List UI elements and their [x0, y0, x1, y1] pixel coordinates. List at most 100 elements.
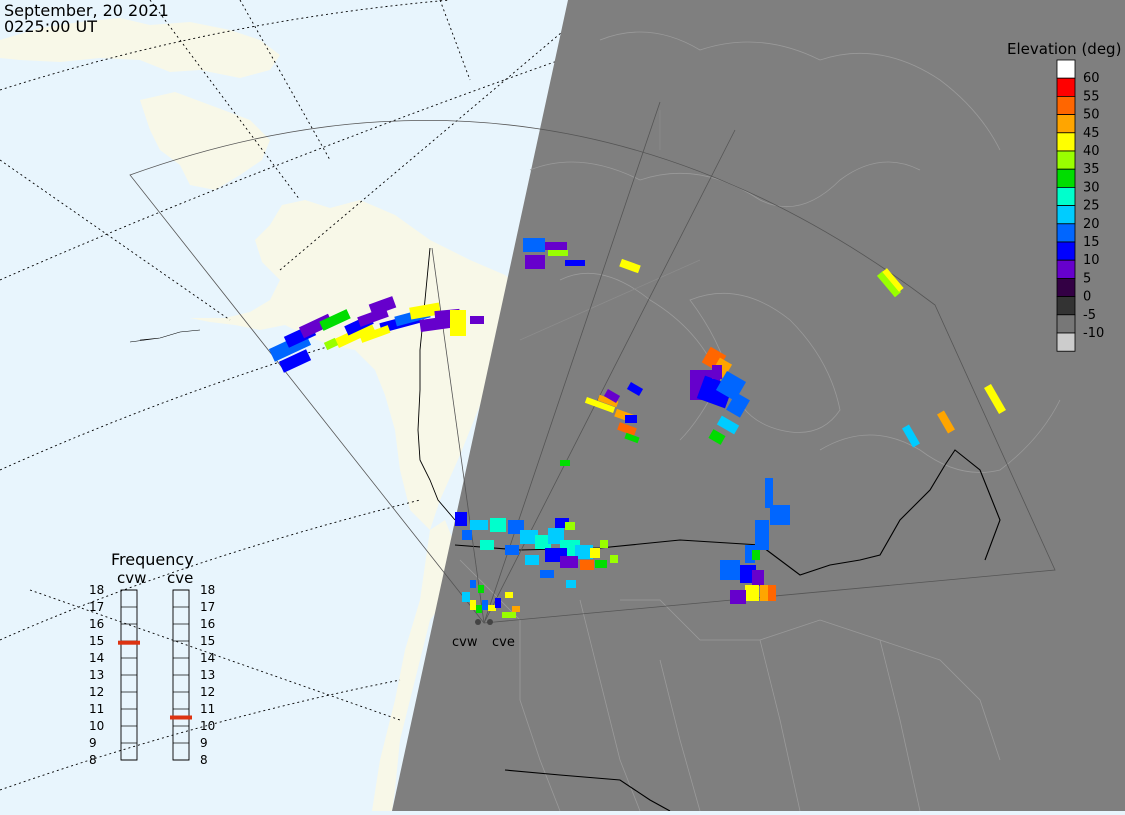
bc-coast [372, 520, 455, 811]
frequency-tick-label: 18 [89, 583, 104, 597]
site-cvw-label: cvw [452, 635, 478, 650]
frequency-tick-label: 17 [89, 600, 104, 614]
alaska [190, 200, 530, 530]
frequency-tick-label: 12 [200, 685, 215, 699]
echo-cell [720, 560, 740, 580]
echo-cell [726, 392, 750, 418]
echo-cell [502, 612, 516, 618]
echo-cell [470, 580, 476, 588]
graticule-night [519, 110, 701, 341]
frequency-tick-label: 8 [200, 753, 208, 767]
echo-cell [359, 325, 391, 343]
legend-label: 25 [1083, 199, 1100, 214]
frequency-marker-cvw [118, 640, 140, 645]
legend-label: -10 [1083, 326, 1104, 341]
radar-sites: cvw cve [452, 619, 515, 650]
echo-cell [937, 410, 955, 434]
site-cve-marker [487, 619, 493, 625]
echo-cell [488, 605, 496, 611]
echo-cell [730, 590, 746, 604]
legend-label: 55 [1083, 89, 1100, 104]
legend-swatch [1056, 277, 1076, 297]
frequency-tick-label: 17 [200, 600, 215, 614]
frequency-tick-label: 16 [89, 617, 104, 631]
legend-label: 30 [1083, 180, 1100, 195]
echo-cell [455, 512, 467, 526]
echo-cell [712, 365, 722, 379]
frequency-tick-label: 14 [200, 651, 215, 665]
echo-cell [580, 560, 594, 570]
echo-cell [555, 518, 569, 528]
frequency-tick-label: 13 [200, 668, 215, 682]
echo-cell [575, 545, 593, 559]
echo-cell [470, 316, 484, 324]
echo-cell [590, 548, 600, 558]
echo-cell [565, 260, 585, 266]
echo-cell [505, 545, 519, 555]
echo-cell [610, 555, 618, 563]
elevation-legend: Elevation (deg) 605550454035302520151050… [1007, 40, 1121, 352]
legend-label: 5 [1083, 271, 1091, 286]
legend-swatch [1056, 223, 1076, 243]
echo-cell [625, 415, 637, 423]
frequency-tick-label: 9 [200, 736, 208, 750]
frequency-radar-1-label: cve [167, 569, 193, 587]
echo-cell [470, 520, 488, 530]
echo-cell [984, 384, 1006, 414]
echo-cell [626, 382, 644, 396]
legend-label: 45 [1083, 126, 1100, 141]
echo-cell [520, 530, 538, 544]
echo-cell [523, 238, 545, 252]
echo-cell [560, 460, 570, 466]
legend-label: 0 [1083, 290, 1091, 305]
echo-cell [624, 432, 640, 444]
echo-cell [595, 560, 607, 568]
frequency-tick-label: 15 [89, 634, 104, 648]
graticule-day [0, 0, 601, 791]
frequency-radar-0-label: cvw [117, 569, 146, 587]
legend-swatch [1056, 77, 1076, 97]
echo-cell [470, 600, 476, 610]
echo-cell [600, 540, 608, 548]
frequency-tick-label: 10 [89, 719, 104, 733]
echo-cell [617, 422, 637, 436]
legend-swatch [1056, 332, 1076, 352]
echo-cell [548, 250, 568, 256]
legend-swatch [1056, 205, 1076, 225]
frequency-tick-label: 14 [89, 651, 104, 665]
echo-cell [482, 600, 488, 610]
echo-cell [323, 337, 339, 351]
echo-cell [462, 592, 470, 602]
echo-cell [545, 242, 567, 250]
echo-cell [525, 255, 545, 269]
echo-cell [478, 585, 484, 593]
legend-swatch [1056, 132, 1076, 152]
frequency-tick-label: 11 [89, 702, 104, 716]
echo-cell [603, 389, 621, 403]
legend-label: -5 [1083, 308, 1096, 323]
frequency-tick-label: 9 [89, 736, 97, 750]
echo-cell [902, 424, 920, 448]
time-label: 0225:00 UT [4, 17, 97, 36]
legend-swatch [1056, 96, 1076, 116]
frequency-marker-cve [170, 715, 192, 720]
echo-cell [765, 478, 773, 508]
echo-cell [535, 535, 551, 549]
echo-cell [495, 598, 501, 608]
legend-swatch [1056, 296, 1076, 316]
borders-night [454, 449, 1001, 812]
legend-label: 20 [1083, 217, 1100, 232]
echo-cell [490, 518, 506, 532]
echo-cell [760, 585, 768, 601]
legend-swatch [1056, 114, 1076, 134]
echo-cell [768, 585, 776, 601]
frequency-tick-label: 11 [200, 702, 215, 716]
legend-title: Elevation (deg) [1007, 40, 1121, 58]
echo-cell [755, 520, 769, 550]
legend-swatch [1056, 59, 1076, 79]
echo-cell [505, 592, 513, 598]
echo-cell [450, 310, 466, 336]
aleutian-islands [129, 329, 201, 343]
legend-swatch [1056, 259, 1076, 279]
